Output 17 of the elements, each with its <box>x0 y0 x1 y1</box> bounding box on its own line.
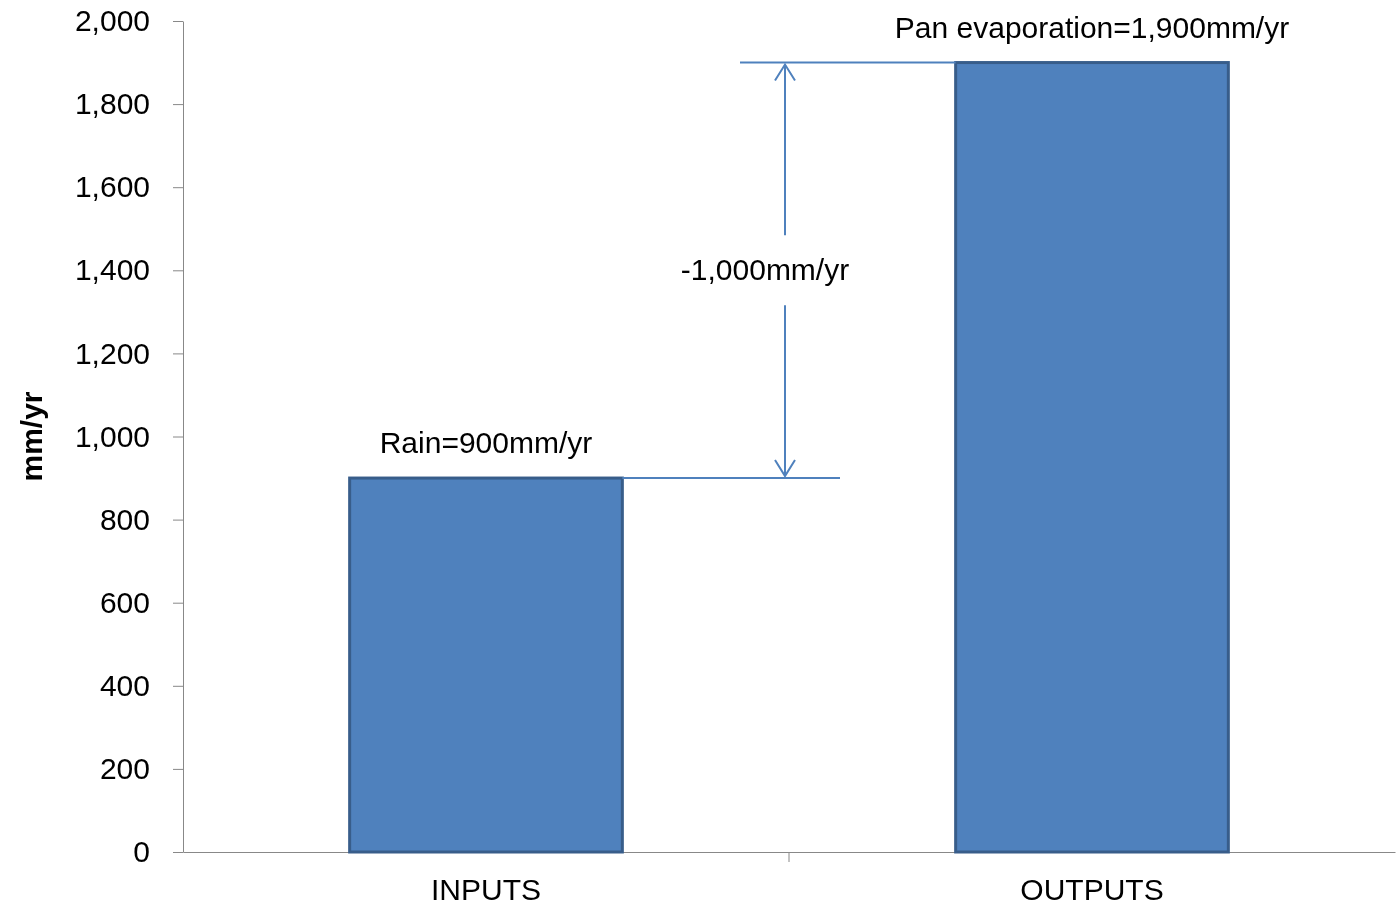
annotation: -1,000mm/yr <box>680 253 850 287</box>
annotation: Rain=900mm/yr <box>379 426 593 460</box>
y-tick-label: 1,400 <box>74 253 150 287</box>
y-tick-label: 1,600 <box>74 170 150 204</box>
y-tick-label: 1,200 <box>74 336 150 370</box>
y-tick-label: 800 <box>99 502 150 536</box>
y-tick-label: 0 <box>133 835 150 869</box>
x-tick-label: OUTPUTS <box>1020 873 1164 906</box>
y-tick-label: 1,800 <box>74 87 150 121</box>
x-tick-label: INPUTS <box>430 873 542 906</box>
y-tick-label: 1,000 <box>74 419 150 453</box>
annotation: Pan evaporation=1,900mm/yr <box>894 10 1290 44</box>
y-tick-label: 200 <box>99 752 150 785</box>
y-axis-title: mm/yr <box>15 391 48 482</box>
y-tick-label: 2,000 <box>74 4 150 38</box>
y-tick-label: 600 <box>99 585 150 619</box>
y-tick-label: 400 <box>99 668 150 702</box>
